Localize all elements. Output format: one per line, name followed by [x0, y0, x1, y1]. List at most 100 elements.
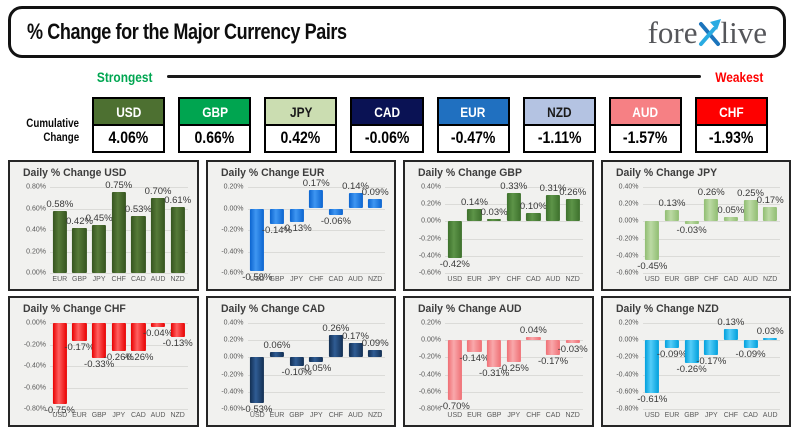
bar-aud-nzd	[565, 340, 580, 343]
x-axis-category-label: USD	[249, 276, 265, 283]
gridline	[247, 208, 385, 210]
data-label: 0.31%	[539, 182, 567, 194]
gridline	[445, 187, 583, 188]
y-axis-tick-label: -0.20%	[418, 353, 441, 361]
data-label: -0.42%	[439, 258, 470, 270]
x-axis-category-label: NZD	[565, 276, 580, 283]
y-axis-tick-label: 0.60%	[26, 205, 46, 212]
cumulative-value: -0.06%	[364, 129, 410, 147]
x-axis-category-label: CAD	[131, 276, 146, 283]
y-axis-tick-label: 0.00%	[618, 217, 639, 225]
x-axis-category-label: NZD	[762, 276, 778, 283]
bar-cad-aud	[348, 342, 363, 358]
data-label: 0.14%	[460, 197, 488, 209]
x-axis-category-label: GBP	[72, 276, 87, 283]
bar-chf-usd	[52, 323, 67, 404]
gridline	[50, 273, 188, 274]
gridline	[642, 323, 780, 324]
bar-chf-nzd	[170, 323, 185, 337]
bar-jpy-nzd	[763, 206, 778, 222]
bar-gbp-aud	[545, 194, 561, 222]
data-label: 0.42%	[65, 215, 93, 227]
x-axis-category-label: AUD	[743, 276, 758, 283]
y-axis-tick-label: -0.20%	[616, 353, 639, 361]
gridline	[642, 187, 780, 188]
data-label: 0.03%	[480, 206, 508, 218]
x-axis-category-label: JPY	[112, 412, 126, 419]
cumulative-value: 4.06%	[108, 129, 149, 147]
x-axis-category-label: EUR	[269, 412, 285, 419]
currency-code: USD	[115, 103, 142, 120]
x-axis-category-label: CHF	[506, 276, 521, 283]
x-axis-category-label: CAD	[526, 276, 541, 283]
x-axis-category-label: GBP	[289, 412, 304, 419]
x-axis-category-label: CHF	[526, 412, 541, 419]
data-label: -0.26%	[676, 363, 707, 375]
x-axis-category-label: EUR	[467, 412, 482, 419]
bar-usd-chf	[111, 192, 126, 273]
cumulative-value-gbp: 0.66%	[180, 126, 250, 151]
currency-code: CAD	[374, 103, 400, 120]
data-label: 0.26%	[697, 187, 725, 199]
data-label: -0.09%	[656, 348, 688, 360]
x-axis-category-label: GBP	[684, 412, 699, 419]
gridline	[445, 374, 583, 376]
bar-nzd-aud	[763, 337, 778, 341]
data-label: -0.10%	[281, 367, 312, 378]
y-axis-tick-label: 0.20%	[223, 336, 244, 344]
y-axis-tick-label: 0.40%	[26, 226, 46, 234]
gridline	[642, 221, 780, 223]
bar-jpy-gbp	[684, 221, 699, 224]
y-axis-tick-label: -0.40%	[23, 362, 46, 370]
cumulative-value: 0.66%	[194, 129, 235, 147]
x-axis-category-label: CHF	[111, 276, 126, 283]
data-label: -0.26%	[103, 351, 134, 363]
charts-grid: Daily % Change USD 0.80% 0.60% 0.40% 0.20% 0.…	[8, 160, 791, 427]
bar-usd-nzd	[170, 207, 185, 273]
data-label: 0.26%	[322, 323, 350, 335]
currency-cell-jpy: JPY 0.42%	[264, 97, 338, 153]
gridline	[445, 409, 583, 410]
bar-cad-eur	[269, 352, 285, 358]
y-axis-tick-label: 0.20%	[223, 183, 244, 191]
data-label: -0.13%	[162, 337, 193, 349]
currency-code: AUD	[632, 103, 659, 120]
bar-gbp-jpy	[487, 218, 502, 222]
chart-plot-nzd: 0.20% 0.00% -0.20% -0.40% -0.60% -0.80% -0.61%…	[616, 317, 783, 419]
chart-panel-aud: Daily % Change AUD 0.20% 0.00% -0.20% -0.40%…	[403, 296, 594, 427]
bar-jpy-usd	[645, 221, 660, 261]
weakest-label: Weakest	[715, 68, 764, 85]
gridline	[642, 273, 780, 274]
y-axis-tick-label: 0.40%	[223, 319, 244, 327]
x-axis-category-label: USD	[52, 412, 68, 419]
x-axis-category-label: NZD	[367, 276, 383, 283]
x-axis-category-label: GBP	[486, 412, 502, 419]
gridline	[247, 230, 385, 231]
bar-jpy-eur	[664, 210, 680, 222]
x-axis-category-label: USD	[249, 412, 265, 419]
x-axis-category-label: CHF	[309, 276, 324, 283]
gridline	[445, 391, 583, 393]
x-axis-category-label: JPY	[507, 412, 521, 419]
data-label: 0.17%	[756, 194, 784, 206]
y-axis-tick-label: 0.20%	[618, 319, 639, 327]
data-label: 0.26%	[559, 187, 587, 199]
currency-cell-usd: USD 4.06%	[92, 97, 166, 153]
y-axis-tick-label: 0.20%	[26, 248, 46, 255]
data-label: -0.03%	[676, 224, 707, 236]
cumulative-value: 0.42%	[280, 129, 321, 147]
chart-title-gbp: Daily % Change GBP	[418, 167, 522, 179]
gridline	[247, 251, 385, 253]
data-label: -0.58%	[242, 271, 273, 283]
cumulative-value: -1.93%	[709, 129, 754, 147]
cumulative-value-eur: -0.47%	[438, 126, 508, 151]
y-axis-tick-label: -0.20%	[221, 226, 244, 234]
gridline	[247, 323, 385, 324]
y-axis-tick-label: -0.20%	[221, 371, 244, 379]
bar-gbp-nzd	[565, 199, 580, 222]
currency-badge-gbp: GBP	[180, 99, 250, 126]
x-axis-category-label: GBP	[269, 276, 285, 283]
data-label: 0.09%	[361, 186, 389, 198]
currency-badge-eur: EUR	[438, 99, 508, 126]
